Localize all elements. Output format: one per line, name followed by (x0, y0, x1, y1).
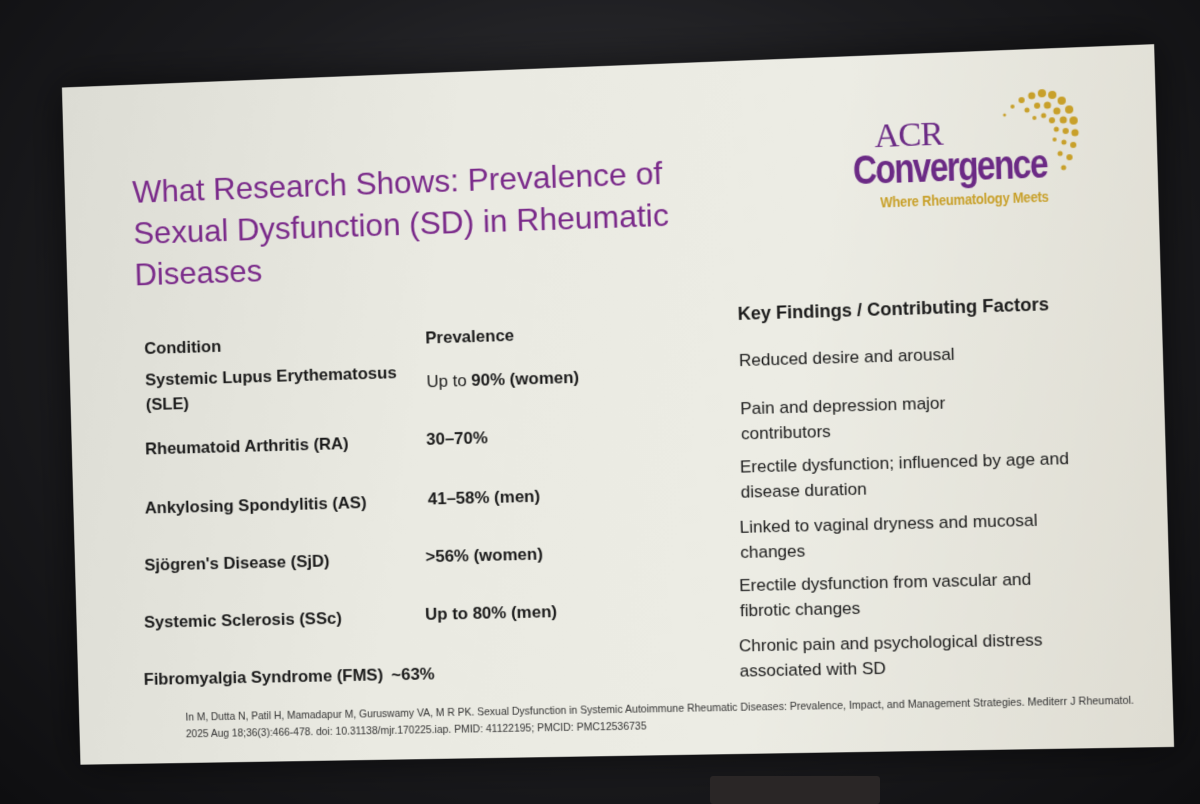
findings-fms: Chronic pain and psychological distress … (739, 627, 1056, 684)
header-prevalence: Prevalence (425, 323, 514, 351)
header-findings: Key Findings / Contributing Factors (737, 292, 1049, 327)
slide-title: What Research Shows: Prevalence of Sexua… (132, 148, 767, 295)
findings-as: Erectile dysfunction; influenced by age … (740, 446, 1077, 505)
findings-sle: Reduced desire and arousal (739, 339, 1045, 373)
condition-ra: Rheumatoid Arthritis (RA) (145, 431, 349, 461)
findings-sjd: Linked to vaginal dryness and mucosal ch… (739, 507, 1066, 565)
logo-convergence-text: Convergence (852, 142, 1047, 194)
prevalence-as: 41–58% (men) (428, 484, 541, 512)
citation-reference: In M, Dutta N, Patil H, Mamadapur M, Gur… (185, 692, 1147, 743)
prevalence-ssc: Up to 80% (men) (425, 599, 558, 627)
stage-light (710, 776, 880, 804)
condition-fms: Fibromyalgia Syndrome (FMS) (143, 662, 383, 691)
findings-ra: Pain and depression major contributors (740, 388, 1036, 447)
prevalence-fms: ~63% (391, 661, 435, 687)
findings-ssc: Erectile dysfunction from vascular and f… (739, 566, 1066, 624)
condition-sjd: Sjögren's Disease (SjD) (144, 549, 330, 578)
prevalence-sle: Up to 90% (women) (426, 365, 579, 394)
prevalence-ra: 30–70% (426, 425, 488, 452)
projection-screen: What Research Shows: Prevalence of Sexua… (62, 44, 1174, 765)
acr-convergence-logo: ACR Convergence Where Rheumatology Meets (832, 75, 1091, 216)
condition-sle: Systemic Lupus Erythematosus (SLE) (145, 360, 410, 417)
condition-as: Ankylosing Spondylitis (AS) (145, 490, 367, 520)
header-condition: Condition (144, 334, 222, 361)
prevalence-sjd: >56% (women) (425, 542, 543, 570)
condition-ssc: Systemic Sclerosis (SSc) (144, 606, 342, 635)
